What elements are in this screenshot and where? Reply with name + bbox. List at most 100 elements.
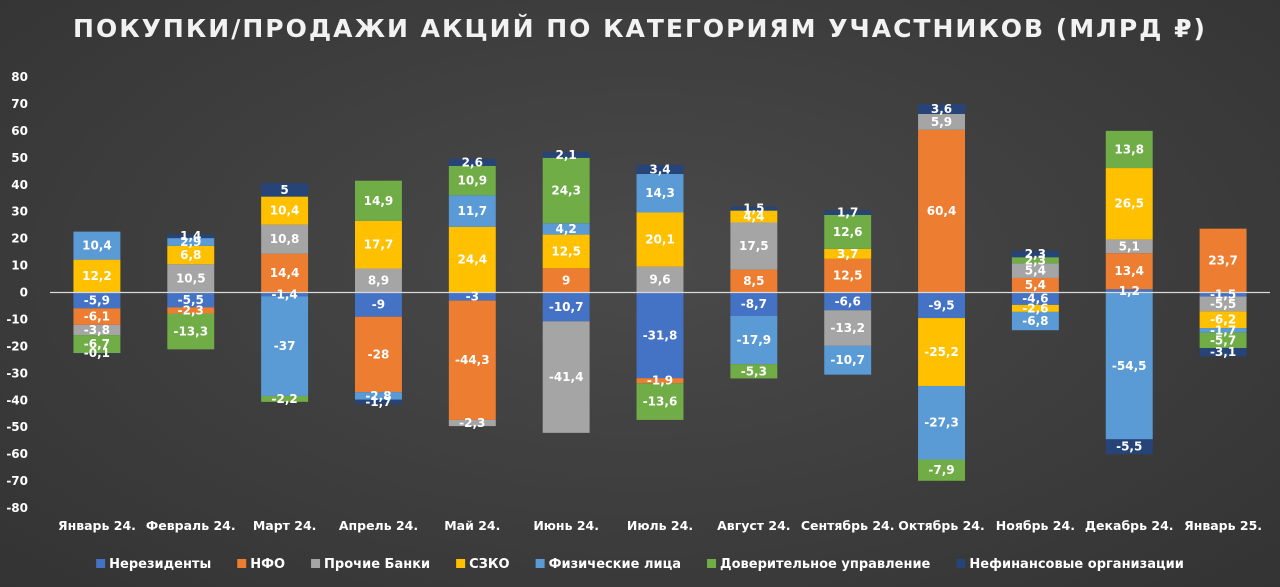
data-label: -8,7: [741, 297, 767, 311]
data-label: 4,2: [556, 222, 577, 236]
bar-segment: [448, 292, 496, 301]
bar-segment: [261, 224, 309, 254]
bar-segment: [1011, 257, 1059, 264]
x-tick-label: Ноябрь 24.: [996, 518, 1075, 533]
bar-segment: [167, 234, 215, 239]
data-label: 3,7: [837, 247, 858, 261]
data-label: -5,3: [741, 364, 767, 378]
bar-segment: [355, 399, 402, 405]
data-label: 12,5: [833, 269, 863, 283]
data-label: -6,2: [1210, 313, 1236, 327]
y-tick-label: 70: [11, 97, 28, 111]
bar-segment: [824, 345, 872, 375]
data-label: -3: [466, 290, 479, 304]
bar-segment: [448, 226, 496, 293]
y-tick-label: -80: [6, 501, 28, 515]
bar-segment: [355, 292, 402, 317]
data-label: 5,9: [931, 115, 952, 129]
data-label: 20,1: [645, 233, 675, 247]
bar-segment: [1199, 228, 1247, 293]
data-labels-layer: -5,9-6,1-3,812,210,4-6,7-0,1-5,5-2,310,5…: [82, 102, 1238, 477]
y-tick-label: 60: [11, 124, 28, 138]
bar-segment: [355, 392, 402, 400]
data-label: -6,6: [835, 294, 861, 308]
bar-segment: [730, 206, 778, 211]
bar-segment: [824, 210, 872, 215]
data-label: -6,8: [1022, 314, 1048, 328]
data-label: -54,5: [1112, 359, 1147, 373]
bar-segment: [1011, 304, 1059, 312]
bar-segment: [355, 268, 402, 293]
bar-segment: [1105, 253, 1153, 290]
data-label: -2,3: [178, 303, 204, 317]
bar-segment: [167, 245, 215, 265]
data-label: -5,5: [178, 293, 204, 307]
legend-label: Нефинансовые организации: [969, 557, 1183, 572]
bar-segment: [167, 307, 215, 314]
bar-segment: [636, 378, 684, 384]
x-tick-label: Март 24.: [253, 518, 317, 533]
data-label: 10,5: [176, 271, 206, 285]
x-tick-label: Октябрь 24.: [898, 518, 984, 533]
bar-segment: [1105, 239, 1153, 254]
data-label: -5,5: [1210, 297, 1236, 311]
data-label: -3,1: [1210, 345, 1236, 359]
data-label: -2,8: [365, 389, 391, 403]
data-label: -3,8: [84, 323, 110, 337]
bar-segment: [1199, 347, 1247, 357]
bar-segment: [261, 395, 309, 402]
data-label: 12,2: [82, 269, 112, 283]
data-label: -10,7: [830, 353, 865, 367]
data-label: -5,5: [1116, 440, 1142, 454]
bar-segment: [355, 220, 402, 269]
data-label: 1,2: [1119, 284, 1140, 298]
bar-segment: [167, 313, 215, 350]
x-tick-label: Январь 24.: [58, 518, 136, 533]
data-label: -9,5: [928, 298, 954, 312]
bar-segment: [1105, 130, 1153, 169]
data-label: -7,9: [928, 463, 954, 477]
legend: Нерезиденты НФО Прочие Банки СЗКО Физические…: [96, 557, 1184, 572]
data-label: 2,6: [462, 155, 483, 169]
bar-segment: [1011, 263, 1059, 278]
bar-segment: [1199, 332, 1247, 348]
data-label: -6,1: [84, 310, 110, 324]
legend-item: СЗКО: [456, 557, 510, 572]
bar-segment: [542, 292, 590, 322]
data-label: 9: [562, 273, 570, 287]
bar-segment: [1011, 251, 1059, 258]
data-label: -9: [372, 298, 385, 312]
data-label: 12,6: [833, 225, 863, 239]
x-tick-label: Декабрь 24.: [1085, 518, 1174, 533]
data-label: 14,3: [645, 186, 675, 200]
bar-segment: [918, 113, 965, 130]
bar-segment: [730, 210, 778, 223]
data-label: -25,2: [924, 345, 959, 359]
data-label: 13,4: [1114, 264, 1144, 278]
y-tick-label: 20: [11, 232, 28, 246]
legend-item: Нерезиденты: [96, 557, 211, 572]
data-label: -17,9: [737, 333, 772, 347]
data-label: -10,7: [549, 300, 584, 314]
bar-segment: [542, 152, 590, 158]
bar-segment: [261, 292, 309, 297]
data-label: -1,7: [1210, 323, 1236, 337]
data-label: 2,3: [1025, 253, 1046, 267]
bar-segment: [542, 321, 590, 433]
bar-segment: [636, 266, 684, 293]
bar-segment: [355, 180, 402, 221]
bar-segment: [1011, 292, 1059, 305]
data-label: -6,7: [84, 337, 110, 351]
bar-segment: [1199, 328, 1247, 333]
chart-title: ПОКУПКИ/ПРОДАЖИ АКЦИЙ ПО КАТЕГОРИЯМ УЧАС…: [73, 14, 1207, 43]
legend-label: Доверительное управление: [720, 557, 931, 572]
data-label: 2,1: [556, 148, 577, 162]
y-tick-label: -20: [6, 339, 28, 353]
data-label: 9,6: [649, 273, 670, 287]
data-label: 3,4: [649, 162, 670, 176]
data-label: 14,9: [364, 194, 394, 208]
bar-segment: [824, 310, 872, 346]
legend-swatch: [707, 559, 717, 568]
legend-item: Доверительное управление: [707, 557, 931, 572]
